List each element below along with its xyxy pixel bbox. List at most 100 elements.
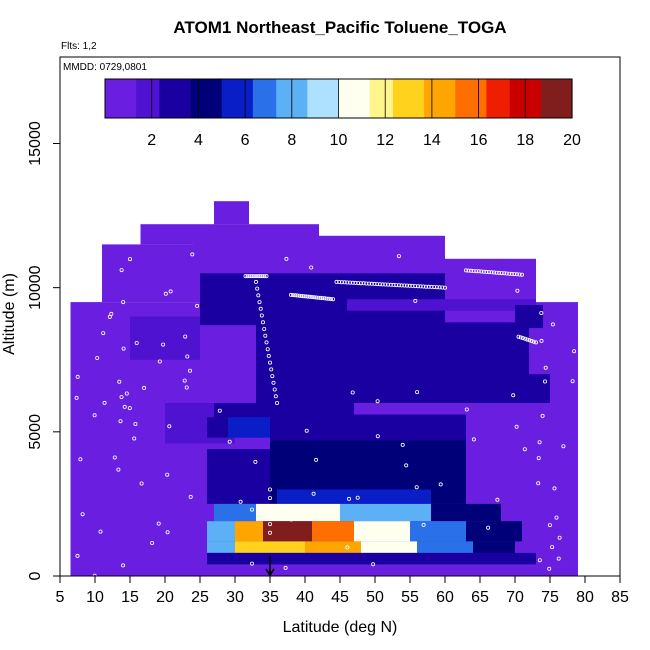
track-point (262, 326, 267, 331)
heatmap-cell (270, 414, 466, 441)
heatmap-cell (235, 541, 305, 553)
track-point (124, 391, 129, 396)
colorbar-swatch (463, 79, 472, 118)
track-point (301, 294, 306, 299)
track-point (423, 284, 428, 289)
colorbar-swatch (548, 79, 558, 118)
colorbar-tick-label: 12 (376, 132, 394, 149)
colorbar-tick-label: 18 (516, 132, 534, 149)
x-tick-label: 85 (611, 589, 629, 606)
track-point (440, 285, 445, 290)
track-point (537, 440, 542, 445)
y-tick-label: 5000 (27, 414, 44, 450)
track-point (507, 271, 512, 276)
track-point (267, 487, 272, 492)
colorbar-swatch (509, 79, 519, 118)
colorbar-swatch (330, 79, 340, 118)
track-point (394, 283, 399, 288)
track-point (520, 336, 525, 341)
track-point (358, 281, 363, 286)
track-point (396, 283, 401, 288)
track-point (421, 284, 426, 289)
track-point (134, 340, 139, 345)
track-point (92, 413, 97, 418)
track-point (288, 292, 293, 297)
track-point (102, 400, 107, 405)
latitude-marker (265, 556, 275, 577)
chart-title: ATOM1 Northeast_Pacific Toluene_TOGA (173, 18, 507, 37)
heatmap-cell (207, 449, 270, 504)
track-point (256, 274, 261, 279)
track-point (345, 545, 350, 550)
colorbar-swatch (198, 79, 207, 118)
track-point (484, 269, 489, 274)
track-point (318, 295, 323, 300)
track-point (182, 378, 187, 383)
track-point (119, 268, 124, 273)
track-point (337, 279, 342, 284)
x-tick-label: 10 (86, 589, 104, 606)
track-point (527, 338, 532, 343)
track-point (522, 447, 527, 452)
colorbar-swatch (315, 79, 324, 118)
track-point (330, 297, 335, 302)
track-point (383, 282, 388, 287)
track-point (116, 467, 121, 472)
track-point (404, 463, 409, 468)
track-point (262, 274, 267, 279)
x-tick-label: 70 (506, 589, 524, 606)
colorbar-swatch (439, 79, 449, 118)
track-point (127, 406, 132, 411)
track-point (525, 337, 530, 342)
track-point (118, 419, 123, 424)
track-point (339, 280, 344, 285)
track-point (426, 284, 431, 289)
y-axis-label: Altitude (m) (1, 273, 18, 355)
colorbar-swatch (237, 79, 246, 118)
track-point (271, 380, 276, 385)
colorbar-swatch (361, 79, 371, 118)
track-point (266, 353, 271, 358)
colorbar-swatch (470, 79, 480, 118)
x-tick-label: 65 (471, 589, 489, 606)
track-point (83, 245, 88, 250)
colorbar-swatch (447, 79, 456, 118)
colorbar-swatch (525, 79, 534, 118)
track-point (259, 313, 264, 318)
colorbar-tick-label: 6 (241, 132, 250, 149)
track-point (75, 553, 80, 558)
colorbar-swatch (564, 79, 573, 118)
x-tick-label: 75 (541, 589, 559, 606)
track-point (165, 472, 170, 477)
heatmap-cell (410, 521, 466, 542)
track-point (537, 558, 542, 563)
track-point (414, 485, 419, 490)
track-point (432, 285, 437, 290)
colorbar-swatch (229, 79, 238, 118)
track-point (309, 294, 314, 299)
track-point (299, 293, 304, 298)
track-point (289, 517, 294, 522)
track-point (324, 296, 329, 301)
heatmap-cell (361, 541, 417, 553)
track-point (238, 499, 243, 504)
colorbar-swatch (268, 79, 277, 118)
track-point (512, 272, 517, 277)
track-point (304, 428, 309, 433)
track-point (243, 274, 248, 279)
track-point (509, 271, 514, 276)
track-point (257, 300, 262, 305)
track-point (112, 455, 117, 460)
track-point (362, 543, 367, 548)
track-point (273, 394, 278, 399)
track-point (574, 280, 579, 285)
track-point (372, 281, 377, 286)
track-point (185, 354, 190, 359)
colorbar-tick-label: 16 (470, 132, 488, 149)
colorbar-swatch (175, 79, 184, 118)
track-point (369, 281, 374, 286)
track-point (150, 541, 155, 546)
track-point (293, 293, 298, 298)
track-point (101, 331, 106, 336)
